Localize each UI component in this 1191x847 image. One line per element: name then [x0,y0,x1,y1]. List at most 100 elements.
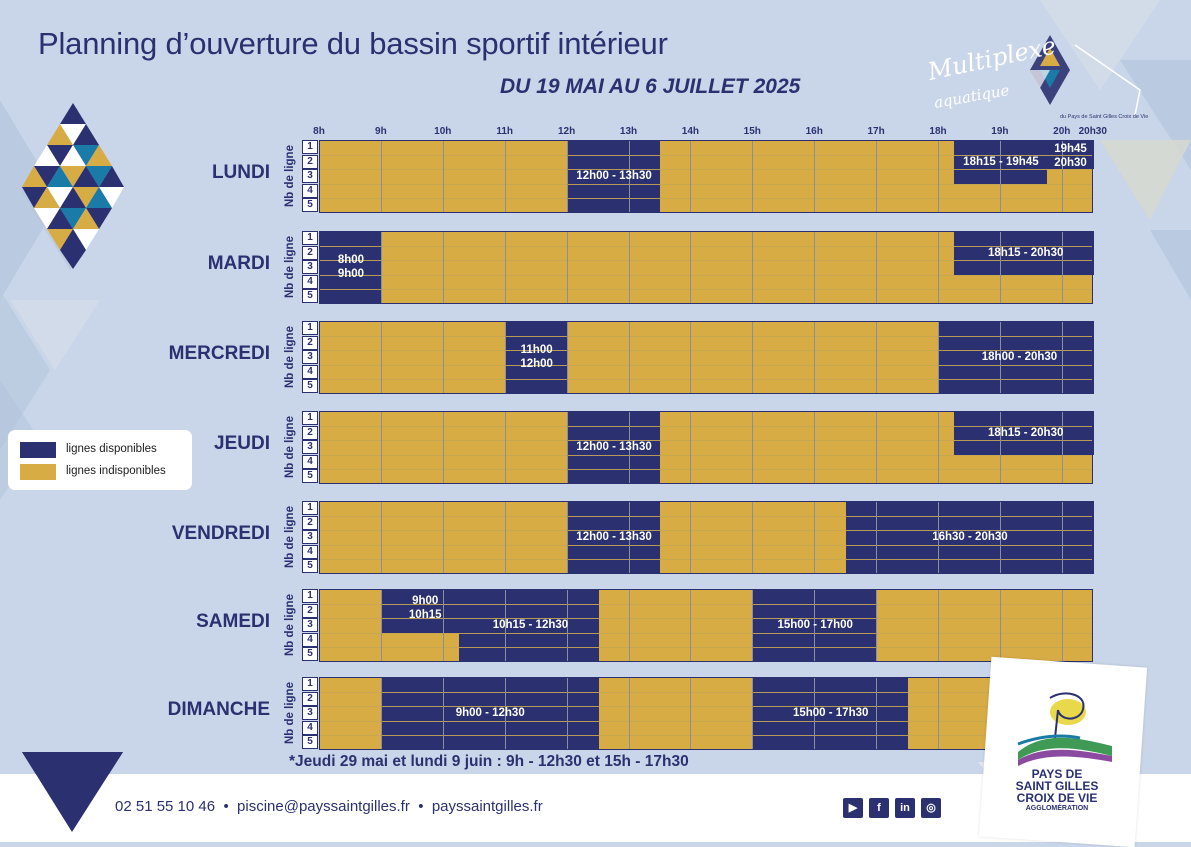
hour-divider [938,322,939,393]
day-label: JEUDI [214,433,270,454]
email-link[interactable]: piscine@payssaintgilles.fr [237,798,410,815]
line-number: 3 [302,618,318,633]
legend-swatch-unavailable [20,464,56,480]
hour-divider [938,412,939,483]
line-number: 4 [302,632,318,647]
line-divider [320,425,1092,427]
hour-label: 15h [743,126,761,137]
line-number: 5 [302,289,318,304]
time-label-line: 9h00 - 12h30 [455,707,525,719]
facebook-icon[interactable]: f [869,798,889,818]
hour-divider [752,412,754,483]
line-number: 3 [302,530,318,545]
hour-divider [690,502,692,573]
day-grid: 9h00 - 12h30 15h00 - 17h30 [319,677,1093,750]
day-grid: 18h15 - 19h45 12h00 - 13h30 19h45 20h30 [319,140,1094,213]
time-range-label: 12h00 - 13h30 [554,440,674,454]
hour-divider [566,590,568,661]
hour-divider [752,232,754,303]
hour-divider [566,141,568,212]
line-divider [320,274,1092,276]
line-number: 5 [302,198,318,213]
time-range-label: 12h00 - 13h30 [554,530,674,544]
line-divider [320,440,1092,442]
time-label-line: 12h00 - 13h30 [576,170,652,182]
day-row: 1 2 3 4 5 11h00 12h00 18h00 - 20h30 [302,321,1094,394]
instagram-icon[interactable]: ◎ [921,798,941,818]
legend-label-unavailable: lignes indisponibles [66,465,166,477]
hour-divider [814,412,816,483]
line-number: 5 [302,647,318,662]
day-grid: 15h00 - 17h00 9h00 10h15 10h15 - 12h30 [319,589,1093,662]
day-label: SAMEDI [196,611,270,632]
hour-divider [876,502,878,573]
hour-divider [690,322,692,393]
hour-divider [1061,502,1063,573]
hour-divider [380,322,382,393]
line-divider [320,559,1092,561]
website-link[interactable]: payssaintgilles.fr [431,798,543,815]
line-divider [320,720,1092,722]
time-range-label: 9h00 - 12h30 [430,706,550,720]
line-divider [320,335,1092,337]
line-number: 4 [302,454,318,469]
line-number: 4 [302,720,318,735]
line-divider [320,647,1092,649]
available-block [567,411,661,484]
hour-divider [876,412,878,483]
hour-divider [938,141,939,212]
hour-divider [442,322,444,393]
hour-label: 12h [557,126,576,137]
hour-divider [380,678,382,749]
legend: lignes disponibles lignes indisponibles [8,430,192,490]
line-number: 4 [302,544,318,559]
hour-divider [999,322,1001,393]
available-block [939,321,1094,394]
day-label: VENDREDI [171,523,270,544]
line-number: 4 [302,183,318,198]
hour-divider [999,502,1001,573]
linkedin-icon[interactable]: in [895,798,915,818]
line-divider [320,618,1092,620]
time-range-label: 18h15 - 19h45 [941,155,1061,169]
hour-divider [938,232,939,303]
hour-divider [442,232,444,303]
hour-label: 9h [375,126,387,137]
hour-divider [566,232,568,303]
hour-divider [380,502,382,573]
available-block [846,501,1094,574]
legend-label-available: lignes disponibles [66,443,157,455]
available-block [381,589,460,633]
line-number: 2 [302,691,318,706]
line-divider [320,603,1092,605]
line-number: 2 [302,603,318,618]
line-number: 3 [302,706,318,721]
hour-label: 17h [867,126,885,137]
hour-divider [628,232,630,303]
hour-divider [814,678,816,749]
line-divider [320,632,1092,634]
line-number: 5 [302,379,318,394]
time-range-label: 18h15 - 20h30 [966,246,1086,260]
phone-number[interactable]: 02 51 55 10 46 [115,798,216,815]
time-range-label: 11h00 12h00 [477,343,597,371]
separator-dot: • [223,798,229,815]
line-number: 5 [302,559,318,574]
hour-label: 8h [313,126,325,137]
hour-divider [504,502,506,573]
hour-divider [504,678,506,749]
line-number: 3 [302,169,318,184]
hour-divider [814,322,816,393]
day-row: 1 2 3 4 5 12h00 - 13h30 16h30 - 20h30 [302,501,1094,574]
day-label: MARDI [207,253,270,274]
hour-label: 16h [805,126,823,137]
day-grid: 12h00 - 13h30 18h15 - 20h30 [319,411,1094,484]
time-label-line: 8h00 [337,254,365,266]
youtube-icon[interactable]: ▶ [843,798,863,818]
hour-divider [566,322,568,393]
line-number: 3 [302,350,318,365]
hour-divider [690,412,692,483]
time-label-line: 12h00 - 13h30 [576,441,652,453]
hour-divider [1061,322,1063,393]
